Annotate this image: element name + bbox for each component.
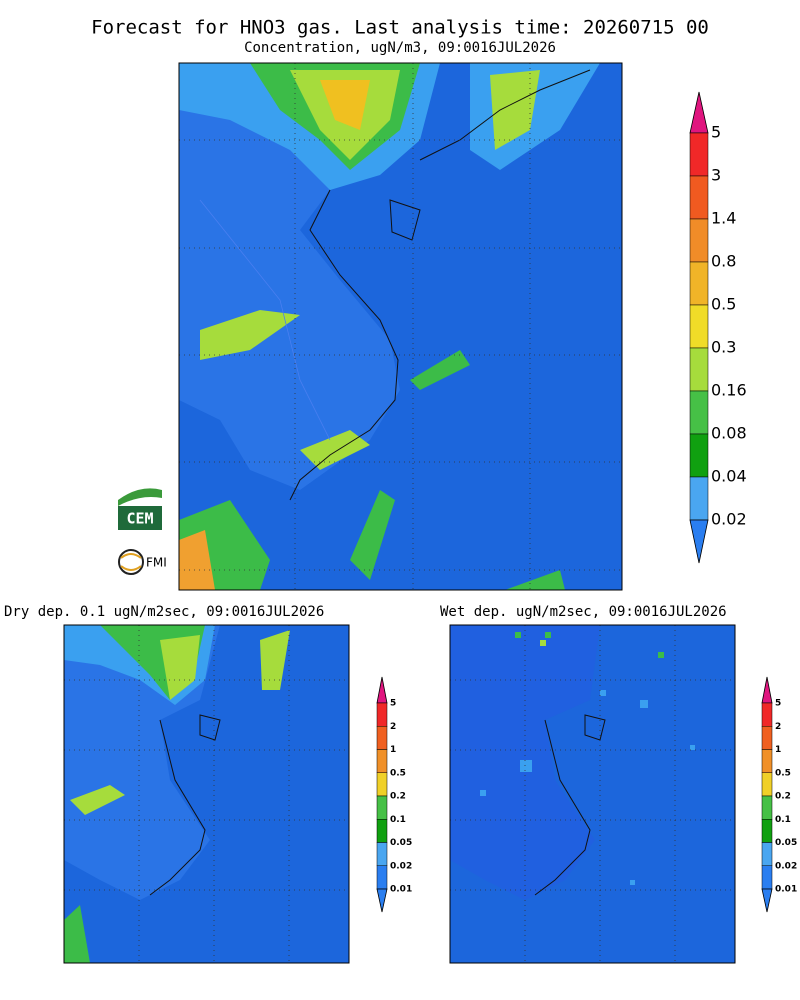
subtitle: Concentration, ugN/m3, 09:0016JUL2026 (244, 40, 556, 56)
dry-dep-map (63, 624, 350, 964)
colorbar-label: 5 (775, 699, 781, 709)
colorbar-segment (376, 842, 388, 866)
colorbar-label: 5 (711, 123, 721, 142)
colorbar-cap (761, 676, 773, 704)
colorbar-segment (761, 795, 773, 820)
colorbar-cap (689, 91, 709, 134)
colorbar-label: 0.1 (390, 815, 406, 825)
colorbar-label: 3 (711, 166, 721, 185)
fmi-text: FMI (146, 556, 167, 570)
colorbar-segment (376, 865, 388, 890)
colorbar-segment (689, 390, 709, 435)
colorbar-cap (761, 888, 773, 913)
colorbar-segment (689, 261, 709, 306)
colorbar-label: 0.16 (711, 381, 747, 400)
colorbar-segment (376, 702, 388, 727)
colorbar-label: 0.8 (711, 252, 736, 271)
colorbar-segment (689, 132, 709, 177)
colorbar-label: 0.02 (390, 861, 412, 871)
colorbar-label: 2 (775, 722, 781, 732)
colorbar-segment (376, 726, 388, 750)
cem-text: CEM (126, 510, 153, 528)
colorbar-segment (761, 865, 773, 890)
colorbar-label: 1.4 (711, 209, 736, 228)
colorbar-label: 0.05 (775, 838, 797, 848)
fmi-logo: FMI (118, 549, 167, 575)
cem-logo: CEM (118, 484, 162, 530)
colorbar-label: 1 (390, 745, 396, 755)
colorbar-label: 2 (390, 722, 396, 732)
colorbar-segment (689, 347, 709, 392)
colorbar-segment (761, 819, 773, 843)
colorbar-segment (689, 175, 709, 220)
colorbar-label: 0.5 (775, 768, 791, 778)
colorbar-label: 0.01 (390, 885, 412, 895)
colorbar-label: 0.2 (775, 792, 791, 802)
colorbar-label: 0.04 (711, 467, 747, 486)
colorbar-label: 5 (390, 699, 396, 709)
colorbar-segment (761, 749, 773, 773)
colorbar-cap (376, 888, 388, 913)
colorbar-segment (689, 433, 709, 478)
colorbar-segment (689, 304, 709, 349)
colorbar-label: 0.08 (711, 424, 747, 443)
colorbar-segment (376, 819, 388, 843)
panel-title: Wet dep. ugN/m2sec, 09:0016JUL2026 (440, 604, 727, 620)
colorbar-segment (376, 795, 388, 820)
colorbar-cap (689, 519, 709, 564)
colorbar-segment (376, 772, 388, 797)
colorbar-segment (376, 749, 388, 773)
colorbar-label: 1 (775, 745, 781, 755)
colorbar-label: 0.5 (390, 768, 406, 778)
colorbar-label: 0.5 (711, 295, 736, 314)
colorbar-label: 0.3 (711, 338, 736, 357)
colorbar-label: 0.2 (390, 792, 406, 802)
colorbar-segment (689, 218, 709, 263)
colorbar-label: 0.1 (775, 815, 791, 825)
colorbar-segment (761, 842, 773, 866)
wet-dep-map (449, 624, 736, 964)
colorbar-segment (761, 772, 773, 797)
panel-title: Dry dep. 0.1 ugN/m2sec, 09:0016JUL2026 (4, 604, 324, 620)
colorbar-cap (376, 676, 388, 704)
colorbar-segment (689, 476, 709, 521)
colorbar-label: 0.01 (775, 885, 797, 895)
title: Forecast for HNO3 gas. Last analysis tim… (91, 17, 709, 39)
colorbar-label: 0.05 (390, 838, 412, 848)
colorbar-label: 0.02 (711, 510, 747, 529)
colorbar-segment (761, 726, 773, 750)
colorbar-label: 0.02 (775, 861, 797, 871)
colorbar-segment (761, 702, 773, 727)
main-map (178, 62, 623, 591)
